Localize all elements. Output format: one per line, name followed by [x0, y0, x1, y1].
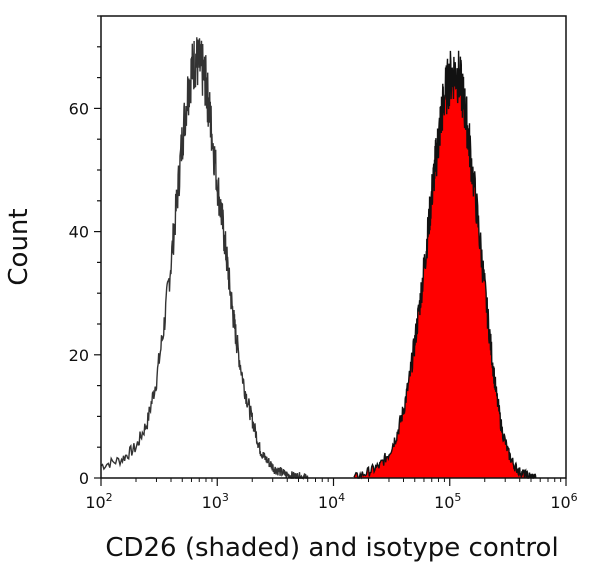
isotype-control-line [100, 37, 309, 481]
x-axis-label: CD26 (shaded) and isotype control [105, 533, 558, 563]
y-tick-label: 20 [69, 346, 89, 365]
plot-area [100, 37, 537, 481]
x-tick-label: 106 [550, 491, 577, 512]
x-tick-label: 103 [202, 491, 229, 512]
axes: 0 20 40 60 102 103 104 105 106 [69, 15, 578, 512]
cd26-outline [353, 50, 537, 480]
y-tick-label: 0 [79, 469, 89, 488]
x-tick-label: 104 [318, 491, 345, 512]
x-tick-label: 105 [434, 491, 461, 512]
x-tick-label: 102 [85, 491, 112, 512]
y-tick-label: 60 [69, 99, 89, 118]
y-axis-label: Count [4, 208, 34, 285]
cd26-shaded-area [354, 50, 536, 479]
y-tick-label: 40 [69, 223, 89, 242]
